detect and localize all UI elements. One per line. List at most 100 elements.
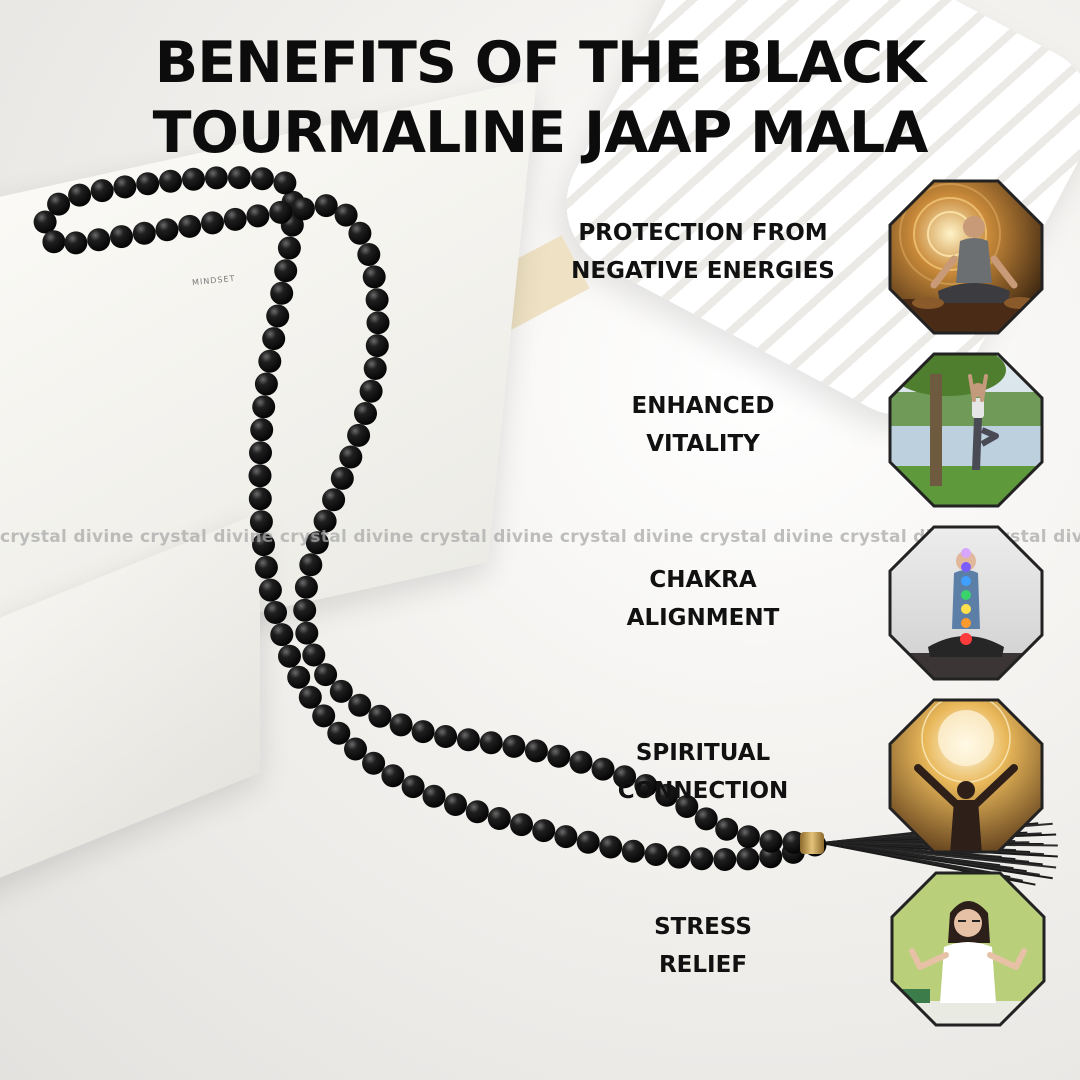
mala-bead [613, 765, 637, 789]
benefit-label-chakra: CHAKRA ALIGNMENT [560, 561, 846, 637]
mala-bead [254, 555, 278, 579]
mala-bead [591, 757, 615, 781]
mala-bead [330, 466, 354, 490]
mala-bead [465, 800, 489, 824]
mala-bead [444, 793, 467, 816]
mala-bead [298, 685, 322, 709]
mala-bead [302, 643, 326, 667]
mala-bead [204, 166, 228, 190]
mala-bead [381, 764, 405, 788]
mala-bead [248, 487, 272, 511]
mala-bead [291, 197, 315, 221]
mala-bead [759, 829, 783, 853]
mala-bead [675, 795, 699, 818]
mala-bead [576, 830, 600, 854]
mala-bead [132, 221, 156, 245]
benefit-label-vitality: ENHANCED VITALITY [560, 387, 846, 463]
mala-bead [33, 210, 57, 234]
mala-bead [252, 395, 276, 419]
benefit-line: RELIEF [658, 952, 748, 978]
benefit-line: CHAKRA [649, 567, 757, 593]
watermark: crystal divine crystal divine crystal di… [0, 527, 1080, 547]
mala-bead [113, 175, 137, 199]
mala-bead [362, 751, 386, 775]
mala-bead [736, 847, 760, 871]
benefit-line: PROTECTION FROM [578, 220, 828, 246]
mala-bead [694, 807, 718, 831]
mala-bead [532, 819, 556, 843]
mala-bead [295, 621, 319, 645]
mala-bead [502, 734, 526, 758]
mala-bead [201, 211, 224, 235]
title-line-2: TOURMALINE JAAP MALA [152, 100, 929, 166]
mala-bead [644, 843, 668, 866]
mala-bead [362, 265, 386, 289]
benefit-label-protection: PROTECTION FROM NEGATIVE ENERGIES [540, 214, 866, 290]
mala-bead [278, 644, 301, 668]
mala-bead [305, 531, 329, 555]
mala-bead [249, 510, 273, 534]
mala-bead [547, 744, 571, 768]
mala-bead [634, 774, 658, 797]
mala-bead [347, 423, 371, 447]
mala-bead [312, 704, 336, 728]
guru-bead-cap [800, 832, 824, 854]
mala-bead [655, 783, 679, 807]
benefit-line: SPIRITUAL [635, 740, 771, 766]
mala-bead [269, 200, 293, 224]
mala-bead [136, 172, 160, 196]
page-title: BENEFITS OF THE BLACK TOURMALINE JAAP MA… [0, 28, 1080, 168]
mala-bead [254, 372, 278, 396]
benefit-label-spiritual: SPIRITUAL CONNECTION [560, 734, 846, 810]
mala-bead [422, 784, 446, 808]
mala-bead [314, 194, 338, 218]
mala-bead [479, 731, 503, 755]
mala-bead [368, 704, 392, 728]
mala-bead [524, 739, 548, 763]
mala-bead [110, 225, 133, 249]
mala-bead [357, 243, 381, 266]
mala-bead [262, 327, 286, 351]
mala-bead [293, 598, 317, 622]
mala-bead [252, 533, 275, 557]
mala-bead [159, 169, 182, 193]
mala-beads [33, 166, 827, 871]
mala-bead [456, 728, 480, 752]
mala-bead [223, 207, 247, 231]
benefit-line: CONNECTION [617, 778, 789, 804]
mala-bead [47, 192, 71, 216]
mala-bead [258, 349, 282, 373]
mala-bead [365, 288, 389, 312]
mala-bead [599, 835, 623, 859]
mala-bead [90, 179, 114, 203]
stress-relief-woman-icon [890, 871, 1046, 1027]
mala-bead [667, 845, 691, 869]
mala-bead [344, 737, 367, 761]
mala-bead [736, 825, 760, 849]
benefit-line: VITALITY [646, 431, 760, 457]
mala-bead [327, 721, 351, 745]
mala-bead [299, 553, 323, 577]
mala-bead [248, 464, 272, 488]
mala-bead [250, 418, 274, 442]
mala-bead [64, 231, 88, 255]
mala-bead [782, 830, 806, 854]
mala-bead [274, 259, 298, 283]
mala-bead [250, 167, 274, 191]
mala-bead [389, 713, 413, 737]
chakra-meditation-icon [888, 525, 1044, 681]
tree-pose-woman-icon [888, 352, 1044, 508]
mala-bead [487, 807, 511, 830]
mala-bead [339, 445, 363, 469]
mala-bead [365, 334, 389, 358]
mala-bead [246, 204, 270, 228]
mala-bead [715, 817, 739, 841]
mala-bead [294, 575, 318, 599]
mala-bead [277, 236, 301, 260]
mala-bead [366, 311, 390, 335]
mala-bead [68, 183, 92, 207]
mala-bead [569, 750, 593, 774]
mala-bead [178, 214, 202, 238]
mala-bead [554, 825, 578, 849]
mala-bead [713, 848, 737, 871]
